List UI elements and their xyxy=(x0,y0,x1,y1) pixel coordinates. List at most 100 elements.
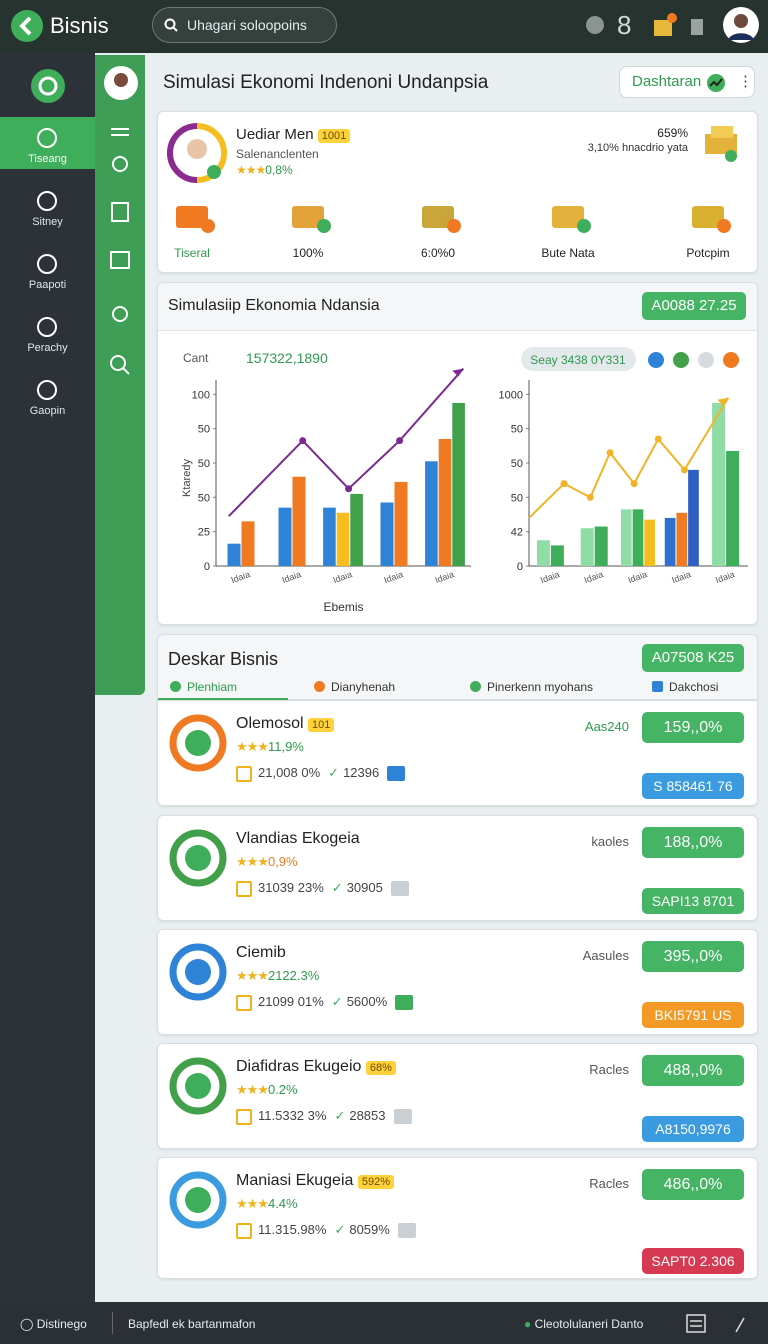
asset-dot xyxy=(317,219,331,233)
row-avatar xyxy=(169,829,227,887)
tab-icon xyxy=(314,681,325,692)
tab[interactable]: Dakchosi xyxy=(652,673,718,701)
x-tick-label: Idaia xyxy=(383,569,405,585)
asset-shape xyxy=(292,206,324,228)
legend-dot xyxy=(673,352,689,368)
checkbox xyxy=(236,765,252,782)
user-avatar[interactable] xyxy=(722,6,760,44)
business-row: Ciemib 2122.3% 21099 01% ✓5600% Aasules 395,,… xyxy=(157,929,758,1035)
chart-ylabel: Ktaredy xyxy=(181,459,193,497)
asset-label: 6:0%0 xyxy=(420,246,456,260)
bar xyxy=(227,543,241,566)
chart-label: Cant xyxy=(183,351,209,365)
stat: 21099 01% xyxy=(258,994,324,1009)
footer-left[interactable]: ◯ Distinego xyxy=(20,1317,87,1331)
logo xyxy=(11,10,43,42)
row-percent: 488,,0% xyxy=(642,1055,744,1086)
box-icon[interactable] xyxy=(652,12,678,38)
tabs: Plenhiam Dianyhenah Pinerkenn myohans Dakch… xyxy=(158,673,759,701)
checkbox xyxy=(236,1108,252,1125)
profile-avatar xyxy=(167,123,227,183)
search-box[interactable]: Uhagari soloopoins xyxy=(152,7,337,43)
line-point xyxy=(345,485,353,493)
profile-stat: 659% xyxy=(657,126,688,140)
profile-card: Uediar Men 1001 Salenanclenten 0,8% 659%… xyxy=(157,111,758,273)
more-icon[interactable]: ⋮ xyxy=(738,73,753,90)
asset-icon xyxy=(552,206,591,233)
nav-item[interactable]: Gaopin xyxy=(0,369,95,421)
nav-item[interactable]: Tiseang xyxy=(0,117,95,169)
bar xyxy=(664,517,676,566)
dashboard-button[interactable]: Dashtaran ⋮ xyxy=(619,66,755,98)
line-point xyxy=(299,437,307,445)
y-tick-label: 25 xyxy=(198,527,210,539)
tab-icon xyxy=(170,681,181,692)
footer-right-text: Cleotolulaneri Danto xyxy=(534,1317,644,1331)
x-tick-label: Idaia xyxy=(281,569,303,585)
checkbox xyxy=(236,1222,252,1239)
line-point xyxy=(606,449,614,457)
nav-item[interactable]: Sitney xyxy=(0,180,95,232)
name: Olemosol xyxy=(236,715,304,732)
asset-shape xyxy=(176,206,208,228)
tab[interactable]: Plenhiam xyxy=(170,673,237,701)
gold-icon xyxy=(705,126,737,162)
asset-label: Tiseral xyxy=(174,246,210,260)
asset-icon xyxy=(176,206,215,233)
row-value: SAPI13 8701 xyxy=(642,888,744,914)
row-percent: 188,,0% xyxy=(642,827,744,858)
asset-icon xyxy=(292,206,331,233)
divider xyxy=(112,1312,113,1334)
bar xyxy=(438,438,452,566)
y-tick-label: 100 xyxy=(192,389,210,401)
like-icon[interactable] xyxy=(688,13,708,37)
rail-icons xyxy=(110,128,130,375)
bar xyxy=(712,402,726,566)
list-header: Deskar Bisnis A07508 K25 Plenhiam Dianyhe… xyxy=(157,634,759,701)
row-value: BKI5791 US xyxy=(642,1002,744,1028)
stat: 30905 xyxy=(346,880,383,895)
bar xyxy=(292,476,306,566)
status-box xyxy=(393,1109,412,1125)
asset-shape xyxy=(552,206,584,228)
legend-dot xyxy=(723,352,739,368)
name: Maniasi Ekugeia xyxy=(236,1172,354,1189)
x-tick-label: Idaia xyxy=(627,569,649,585)
nav-icon xyxy=(37,317,57,337)
footer-right[interactable]: ● Cleotolulaneri Danto xyxy=(524,1317,644,1331)
x-tick-label: Idaia xyxy=(670,569,692,585)
tab[interactable]: Dianyhenah xyxy=(314,673,395,701)
legend-dot xyxy=(698,352,714,368)
bar xyxy=(452,402,465,566)
page-header: Simulasi Ekonomi Indenoni Undanpsia Dash… xyxy=(157,58,758,104)
bar xyxy=(394,481,408,566)
checkbox xyxy=(236,880,252,897)
nav-icon-shape xyxy=(37,128,57,148)
charts-badge: A0088 27.25 xyxy=(642,292,746,320)
row-stats: 21,008 0% ✓ 12396 xyxy=(236,765,406,782)
stat: 11.315.98% xyxy=(258,1222,327,1237)
row-stats: 11.315.98% ✓ 8059% xyxy=(236,1222,416,1239)
line-point xyxy=(654,435,662,443)
nav-item[interactable]: Perachy xyxy=(0,306,95,358)
tab[interactable]: Pinerkenn myohans xyxy=(470,673,593,701)
check-mark: ✓ xyxy=(331,880,343,895)
row-stats: 11.5332 3% ✓ 28853 xyxy=(236,1108,412,1125)
y-tick-label: 42 xyxy=(511,527,523,539)
profile-subtitle: Salenanclenten xyxy=(236,147,319,161)
rating: 0,9% xyxy=(267,854,298,869)
settings-icon[interactable] xyxy=(584,14,606,36)
row-label: Aasules xyxy=(582,948,629,963)
business-row: Vlandias Ekogeia 0,9% 31039 23% ✓30905 kaole… xyxy=(157,815,758,921)
sidebar-logo xyxy=(31,69,65,103)
line-point xyxy=(586,493,594,501)
footer-icons[interactable] xyxy=(686,1314,746,1334)
line-point xyxy=(396,437,404,445)
badge: 101 xyxy=(308,718,335,732)
bar xyxy=(594,526,608,566)
nav-item[interactable]: Paapoti xyxy=(0,243,95,295)
asset-dot xyxy=(447,219,461,233)
row-rating: 2122.3% xyxy=(236,968,319,984)
rail-avatar[interactable] xyxy=(103,65,139,101)
row-avatar xyxy=(169,943,227,1001)
